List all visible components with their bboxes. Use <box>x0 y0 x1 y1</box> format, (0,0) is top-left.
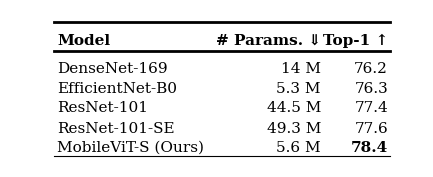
Text: # Params. ⇓: # Params. ⇓ <box>216 33 321 47</box>
Text: DenseNet-169: DenseNet-169 <box>58 62 168 76</box>
Text: ResNet-101-SE: ResNet-101-SE <box>58 122 175 136</box>
Text: 77.4: 77.4 <box>354 101 388 115</box>
Text: 5.6 M: 5.6 M <box>276 141 321 155</box>
Text: 5.3 M: 5.3 M <box>276 82 321 96</box>
Text: Model: Model <box>58 33 110 47</box>
Text: Top-1 ↑: Top-1 ↑ <box>323 33 388 48</box>
Text: EfficientNet-B0: EfficientNet-B0 <box>58 82 178 96</box>
Text: MobileViT-S (Ours): MobileViT-S (Ours) <box>58 141 204 155</box>
Text: 49.3 M: 49.3 M <box>267 122 321 136</box>
Text: 76.2: 76.2 <box>354 62 388 76</box>
Text: 78.4: 78.4 <box>351 141 388 155</box>
Text: 77.6: 77.6 <box>354 122 388 136</box>
Text: 44.5 M: 44.5 M <box>267 101 321 115</box>
Text: 14 M: 14 M <box>281 62 321 76</box>
Text: 76.3: 76.3 <box>354 82 388 96</box>
Text: ResNet-101: ResNet-101 <box>58 101 149 115</box>
